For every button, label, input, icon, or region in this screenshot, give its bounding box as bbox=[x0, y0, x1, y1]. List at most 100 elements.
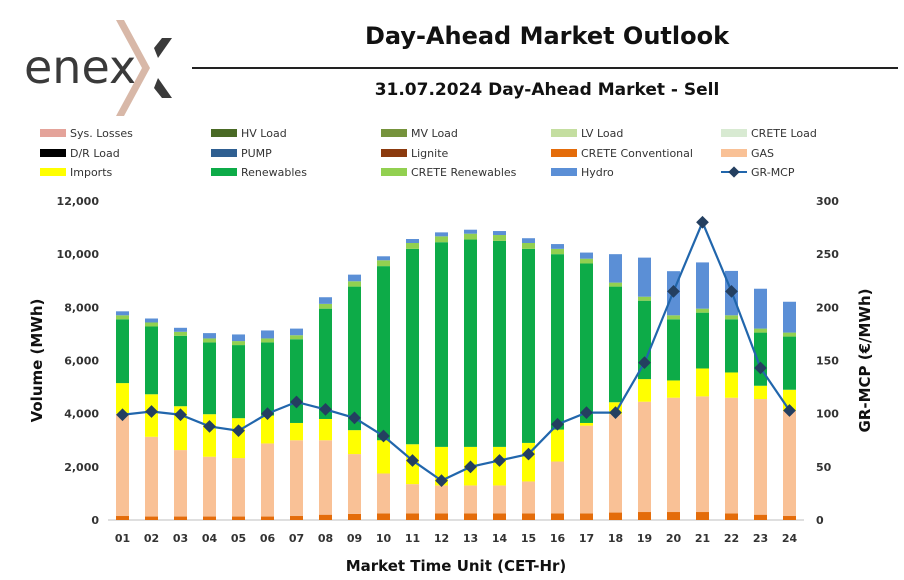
legend-swatch-lv-load bbox=[551, 129, 577, 137]
bar-gas-16 bbox=[551, 461, 564, 514]
y-tick-label-6: 12,000 bbox=[57, 195, 100, 208]
legend-swatch-crete-renewables bbox=[381, 168, 407, 176]
bar-crete-renewables-16 bbox=[551, 248, 564, 255]
bar-hydro-13 bbox=[464, 229, 477, 234]
chart-subtitle: 31.07.2024 Day-Ahead Market - Sell bbox=[374, 80, 720, 100]
bar-imports-01 bbox=[116, 383, 129, 414]
legend-swatch-sys-losses bbox=[40, 129, 66, 137]
legend-swatch-crete-load bbox=[721, 129, 747, 137]
logo-chevron bbox=[116, 20, 150, 116]
x-tick-label-16: 16 bbox=[550, 532, 566, 545]
bar-gas-07 bbox=[290, 440, 303, 517]
legend-label-lignite: Lignite bbox=[411, 147, 449, 160]
bar-crete-renewables-24 bbox=[783, 332, 796, 337]
bar-renewables-01 bbox=[116, 319, 129, 384]
legend-swatch-crete-conventional bbox=[551, 149, 577, 157]
x-tick-label-14: 14 bbox=[492, 532, 508, 545]
bar-crete-conventional-16 bbox=[551, 513, 564, 520]
bar-crete-renewables-02 bbox=[145, 322, 158, 327]
legend-label-mv-load: MV Load bbox=[411, 127, 458, 140]
bar-crete-renewables-23 bbox=[754, 328, 767, 333]
bar-gas-02 bbox=[145, 436, 158, 517]
bar-crete-renewables-07 bbox=[290, 335, 303, 340]
bar-hydro-09 bbox=[348, 274, 361, 282]
mcp-marker-11 bbox=[406, 454, 419, 467]
bar-crete-renewables-11 bbox=[406, 243, 419, 249]
bar-imports-08 bbox=[319, 418, 332, 441]
bar-gas-12 bbox=[435, 485, 448, 514]
y2-tick-label-4: 200 bbox=[816, 301, 839, 314]
legend-swatch-d-r-load bbox=[40, 149, 66, 157]
bar-crete-renewables-13 bbox=[464, 233, 477, 240]
legend-item-hv-load: HV Load bbox=[211, 127, 287, 140]
mcp-marker-08 bbox=[319, 403, 332, 416]
y-tick-label-1: 2,000 bbox=[64, 461, 99, 474]
bar-gas-08 bbox=[319, 440, 332, 515]
x-tick-label-06: 06 bbox=[260, 532, 276, 545]
bar-imports-16 bbox=[551, 429, 564, 462]
bar-gas-18 bbox=[609, 414, 622, 513]
y2-tick-label-2: 100 bbox=[816, 408, 839, 421]
bar-imports-17 bbox=[580, 422, 593, 426]
bar-crete-renewables-04 bbox=[203, 338, 216, 343]
bar-renewables-02 bbox=[145, 326, 158, 395]
bar-imports-19 bbox=[638, 379, 651, 402]
bar-hydro-08 bbox=[319, 297, 332, 304]
bar-crete-renewables-03 bbox=[174, 331, 187, 336]
bar-stack-18 bbox=[609, 254, 622, 520]
legend-item-crete-conventional: CRETE Conventional bbox=[551, 147, 693, 160]
bar-crete-renewables-21 bbox=[696, 308, 709, 313]
bar-renewables-12 bbox=[435, 242, 448, 447]
legend-swatch-mv-load bbox=[381, 129, 407, 137]
bar-hydro-16 bbox=[551, 244, 564, 249]
y-tick-label-5: 10,000 bbox=[57, 248, 100, 261]
bar-hydro-11 bbox=[406, 239, 419, 244]
bar-hydro-07 bbox=[290, 328, 303, 336]
y2-tick-label-0: 0 bbox=[816, 514, 824, 527]
x-tick-label-18: 18 bbox=[608, 532, 623, 545]
bar-gas-21 bbox=[696, 396, 709, 513]
bar-crete-conventional-09 bbox=[348, 513, 361, 520]
legend-item-d-r-load: D/R Load bbox=[40, 147, 120, 160]
bar-gas-19 bbox=[638, 401, 651, 513]
bar-stack-19 bbox=[638, 257, 651, 520]
bar-crete-conventional-17 bbox=[580, 513, 593, 520]
bar-gas-03 bbox=[174, 450, 187, 517]
bar-crete-conventional-23 bbox=[754, 514, 767, 520]
bar-gas-04 bbox=[203, 456, 216, 517]
legend-label-gas: GAS bbox=[751, 147, 774, 160]
bar-stack-05 bbox=[232, 334, 245, 520]
x-tick-label-09: 09 bbox=[347, 532, 362, 545]
bar-crete-conventional-08 bbox=[319, 514, 332, 520]
bar-crete-conventional-24 bbox=[783, 516, 796, 520]
bar-hydro-18 bbox=[609, 254, 622, 283]
enex-logo: enex bbox=[22, 18, 182, 118]
bar-imports-12 bbox=[435, 446, 448, 486]
bar-crete-conventional-15 bbox=[522, 513, 535, 520]
bar-stack-08 bbox=[319, 297, 332, 520]
bar-gas-24 bbox=[783, 411, 796, 517]
legend-label-hv-load: HV Load bbox=[241, 127, 287, 140]
legend-item-renewables: Renewables bbox=[211, 166, 307, 179]
legend-item-pump: PUMP bbox=[211, 147, 272, 160]
bar-stack-07 bbox=[290, 328, 303, 520]
bar-renewables-21 bbox=[696, 312, 709, 369]
bar-imports-07 bbox=[290, 422, 303, 441]
legend-label-d-r-load: D/R Load bbox=[70, 147, 120, 160]
x-tick-label-10: 10 bbox=[376, 532, 392, 545]
y-tick-label-3: 6,000 bbox=[64, 355, 99, 368]
bar-crete-renewables-20 bbox=[667, 315, 680, 320]
bar-renewables-03 bbox=[174, 335, 187, 407]
mcp-marker-02 bbox=[145, 405, 158, 418]
bar-stack-16 bbox=[551, 244, 564, 520]
bar-renewables-24 bbox=[783, 336, 796, 390]
bar-hydro-23 bbox=[754, 288, 767, 329]
bar-crete-renewables-14 bbox=[493, 235, 506, 241]
bar-renewables-13 bbox=[464, 239, 477, 447]
legend-swatch-renewables bbox=[211, 168, 237, 176]
bar-stack-15 bbox=[522, 238, 535, 520]
bar-crete-conventional-11 bbox=[406, 513, 419, 520]
x-tick-label-20: 20 bbox=[666, 532, 682, 545]
mcp-marker-12 bbox=[435, 474, 448, 488]
bar-imports-06 bbox=[261, 415, 274, 444]
